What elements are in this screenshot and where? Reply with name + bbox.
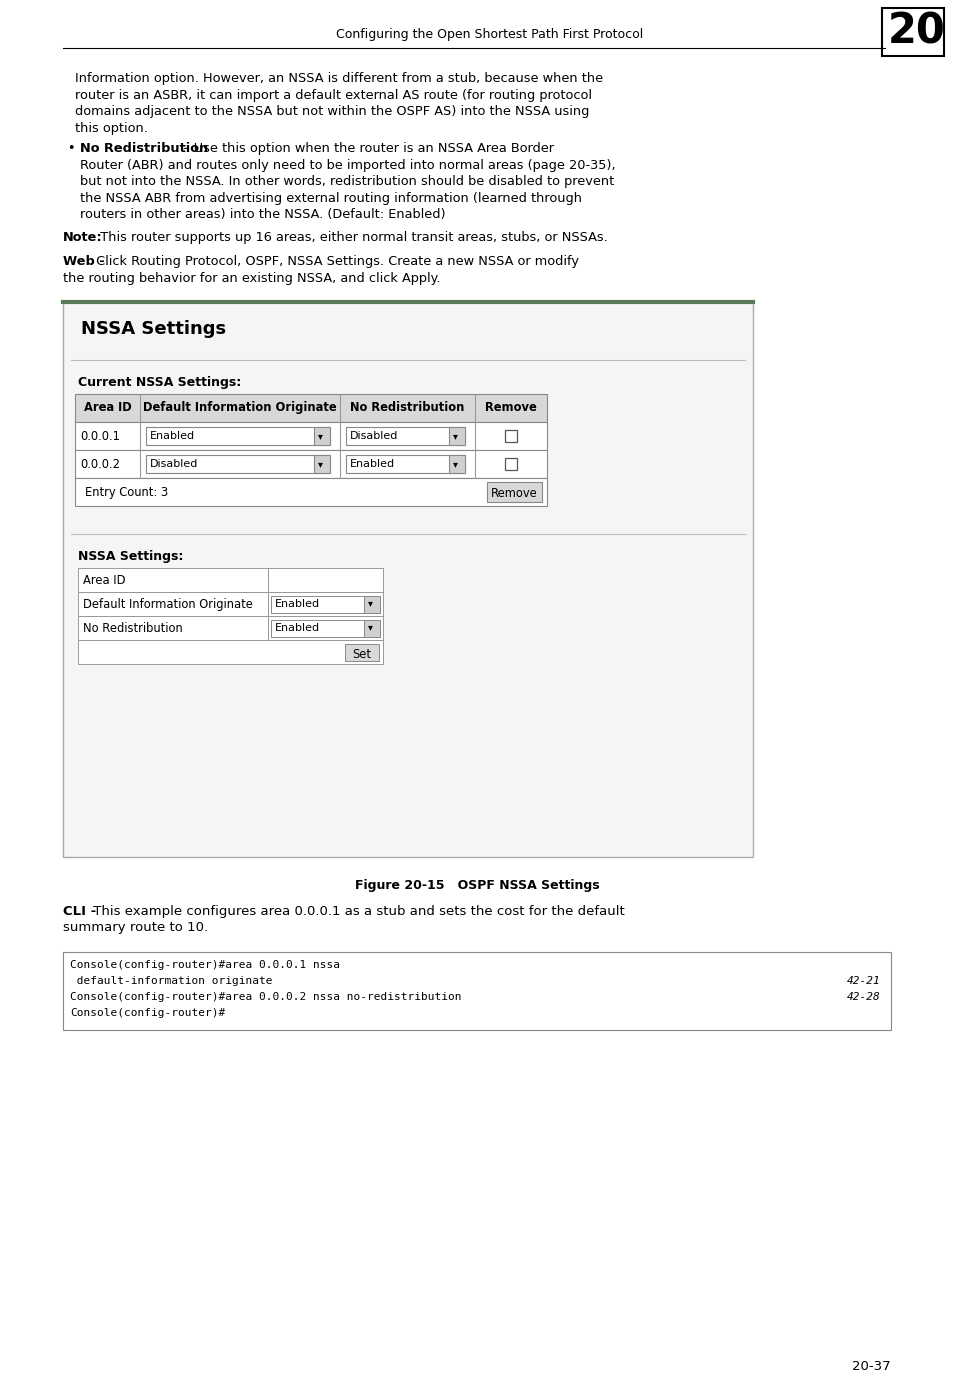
- Text: – Use this option when the router is an NSSA Area Border: – Use this option when the router is an …: [179, 142, 554, 155]
- Text: 42-21: 42-21: [846, 976, 880, 985]
- Text: Remove: Remove: [491, 487, 537, 500]
- Text: Console(config-router)#area 0.0.0.2 nssa no-redistribution: Console(config-router)#area 0.0.0.2 nssa…: [70, 992, 461, 1002]
- Text: ▾: ▾: [368, 622, 373, 633]
- Text: Default Information Originate: Default Information Originate: [143, 401, 336, 414]
- Text: 0.0.0.2: 0.0.0.2: [80, 458, 120, 471]
- Text: ▾: ▾: [368, 598, 373, 608]
- Text: Default Information Originate: Default Information Originate: [83, 598, 253, 611]
- Bar: [346, 428, 464, 446]
- Text: NSSA Settings: NSSA Settings: [81, 321, 226, 339]
- Text: Enabled: Enabled: [150, 432, 195, 441]
- Bar: [75, 422, 546, 450]
- Text: Current NSSA Settings:: Current NSSA Settings:: [78, 376, 241, 389]
- Text: Set: Set: [352, 647, 371, 661]
- Text: Figure 20-15   OSPF NSSA Settings: Figure 20-15 OSPF NSSA Settings: [355, 879, 598, 892]
- Bar: [314, 455, 330, 473]
- Text: default-information originate: default-information originate: [70, 976, 273, 985]
- Bar: [449, 428, 464, 446]
- Bar: [78, 640, 382, 663]
- Bar: [268, 593, 382, 616]
- Text: 42-28: 42-28: [846, 992, 880, 1002]
- Text: This router supports up 16 areas, either normal transit areas, stubs, or NSSAs.: This router supports up 16 areas, either…: [92, 230, 607, 243]
- Text: the NSSA ABR from advertising external routing information (learned through: the NSSA ABR from advertising external r…: [80, 192, 581, 204]
- Text: router is an ASBR, it can import a default external AS route (for routing protoc: router is an ASBR, it can import a defau…: [75, 89, 592, 101]
- Text: Router (ABR) and routes only need to be imported into normal areas (page 20-35),: Router (ABR) and routes only need to be …: [80, 158, 615, 172]
- Bar: [268, 616, 382, 640]
- Text: Note:: Note:: [63, 230, 103, 243]
- Text: 0.0.0.1: 0.0.0.1: [80, 430, 120, 443]
- Bar: [364, 619, 379, 637]
- Bar: [504, 430, 517, 441]
- Text: Configuring the Open Shortest Path First Protocol: Configuring the Open Shortest Path First…: [336, 28, 643, 42]
- Text: NSSA Settings:: NSSA Settings:: [78, 550, 183, 564]
- Bar: [346, 455, 464, 473]
- Text: the routing behavior for an existing NSSA, and click Apply.: the routing behavior for an existing NSS…: [63, 272, 440, 285]
- Text: 20: 20: [887, 10, 944, 51]
- Text: but not into the NSSA. In other words, redistribution should be disabled to prev: but not into the NSSA. In other words, r…: [80, 175, 614, 187]
- Bar: [75, 477, 546, 507]
- Text: Console(config-router)#area 0.0.0.1 nssa: Console(config-router)#area 0.0.0.1 nssa: [70, 960, 339, 970]
- Text: No Redistribution: No Redistribution: [80, 142, 208, 155]
- Text: 20-37: 20-37: [851, 1360, 890, 1373]
- Bar: [486, 482, 541, 502]
- Text: Information option. However, an NSSA is different from a stub, because when the: Information option. However, an NSSA is …: [75, 72, 602, 85]
- Text: Console(config-router)#: Console(config-router)#: [70, 1008, 225, 1017]
- Text: Click Routing Protocol, OSPF, NSSA Settings. Create a new NSSA or modify: Click Routing Protocol, OSPF, NSSA Setti…: [92, 255, 578, 268]
- Text: ▾: ▾: [453, 432, 457, 441]
- Text: No Redistribution: No Redistribution: [350, 401, 464, 414]
- Text: Enabled: Enabled: [274, 622, 320, 633]
- Text: CLI -: CLI -: [63, 905, 96, 917]
- Text: Area ID: Area ID: [83, 575, 126, 587]
- Bar: [78, 568, 268, 593]
- Text: routers in other areas) into the NSSA. (Default: Enabled): routers in other areas) into the NSSA. (…: [80, 208, 445, 221]
- Bar: [345, 644, 378, 661]
- Bar: [504, 458, 517, 471]
- Text: this option.: this option.: [75, 122, 148, 135]
- Bar: [882, 8, 943, 56]
- Bar: [271, 595, 379, 612]
- Bar: [78, 593, 268, 616]
- Text: summary route to 10.: summary route to 10.: [63, 922, 208, 934]
- Bar: [63, 952, 890, 1030]
- Text: Area ID: Area ID: [84, 401, 132, 414]
- Bar: [146, 428, 330, 446]
- Bar: [75, 450, 546, 477]
- Text: Remove: Remove: [485, 401, 537, 414]
- Text: domains adjacent to the NSSA but not within the OSPF AS) into the NSSA using: domains adjacent to the NSSA but not wit…: [75, 105, 589, 118]
- Bar: [63, 303, 752, 856]
- Text: No Redistribution: No Redistribution: [83, 622, 183, 634]
- Bar: [146, 455, 330, 473]
- Text: Enabled: Enabled: [350, 459, 395, 469]
- Bar: [449, 455, 464, 473]
- Text: Disabled: Disabled: [150, 459, 198, 469]
- Text: Enabled: Enabled: [274, 598, 320, 608]
- Text: ▾: ▾: [317, 459, 322, 469]
- Bar: [268, 568, 382, 593]
- Text: Entry Count: 3: Entry Count: 3: [85, 486, 168, 500]
- Text: •: •: [67, 142, 74, 155]
- Bar: [314, 428, 330, 446]
- Bar: [271, 619, 379, 637]
- Text: Disabled: Disabled: [350, 432, 398, 441]
- Text: Web -: Web -: [63, 255, 105, 268]
- Bar: [364, 595, 379, 612]
- Text: This example configures area 0.0.0.1 as a stub and sets the cost for the default: This example configures area 0.0.0.1 as …: [89, 905, 624, 917]
- Bar: [75, 394, 546, 422]
- Text: ▾: ▾: [317, 432, 322, 441]
- Bar: [78, 616, 268, 640]
- Text: ▾: ▾: [453, 459, 457, 469]
